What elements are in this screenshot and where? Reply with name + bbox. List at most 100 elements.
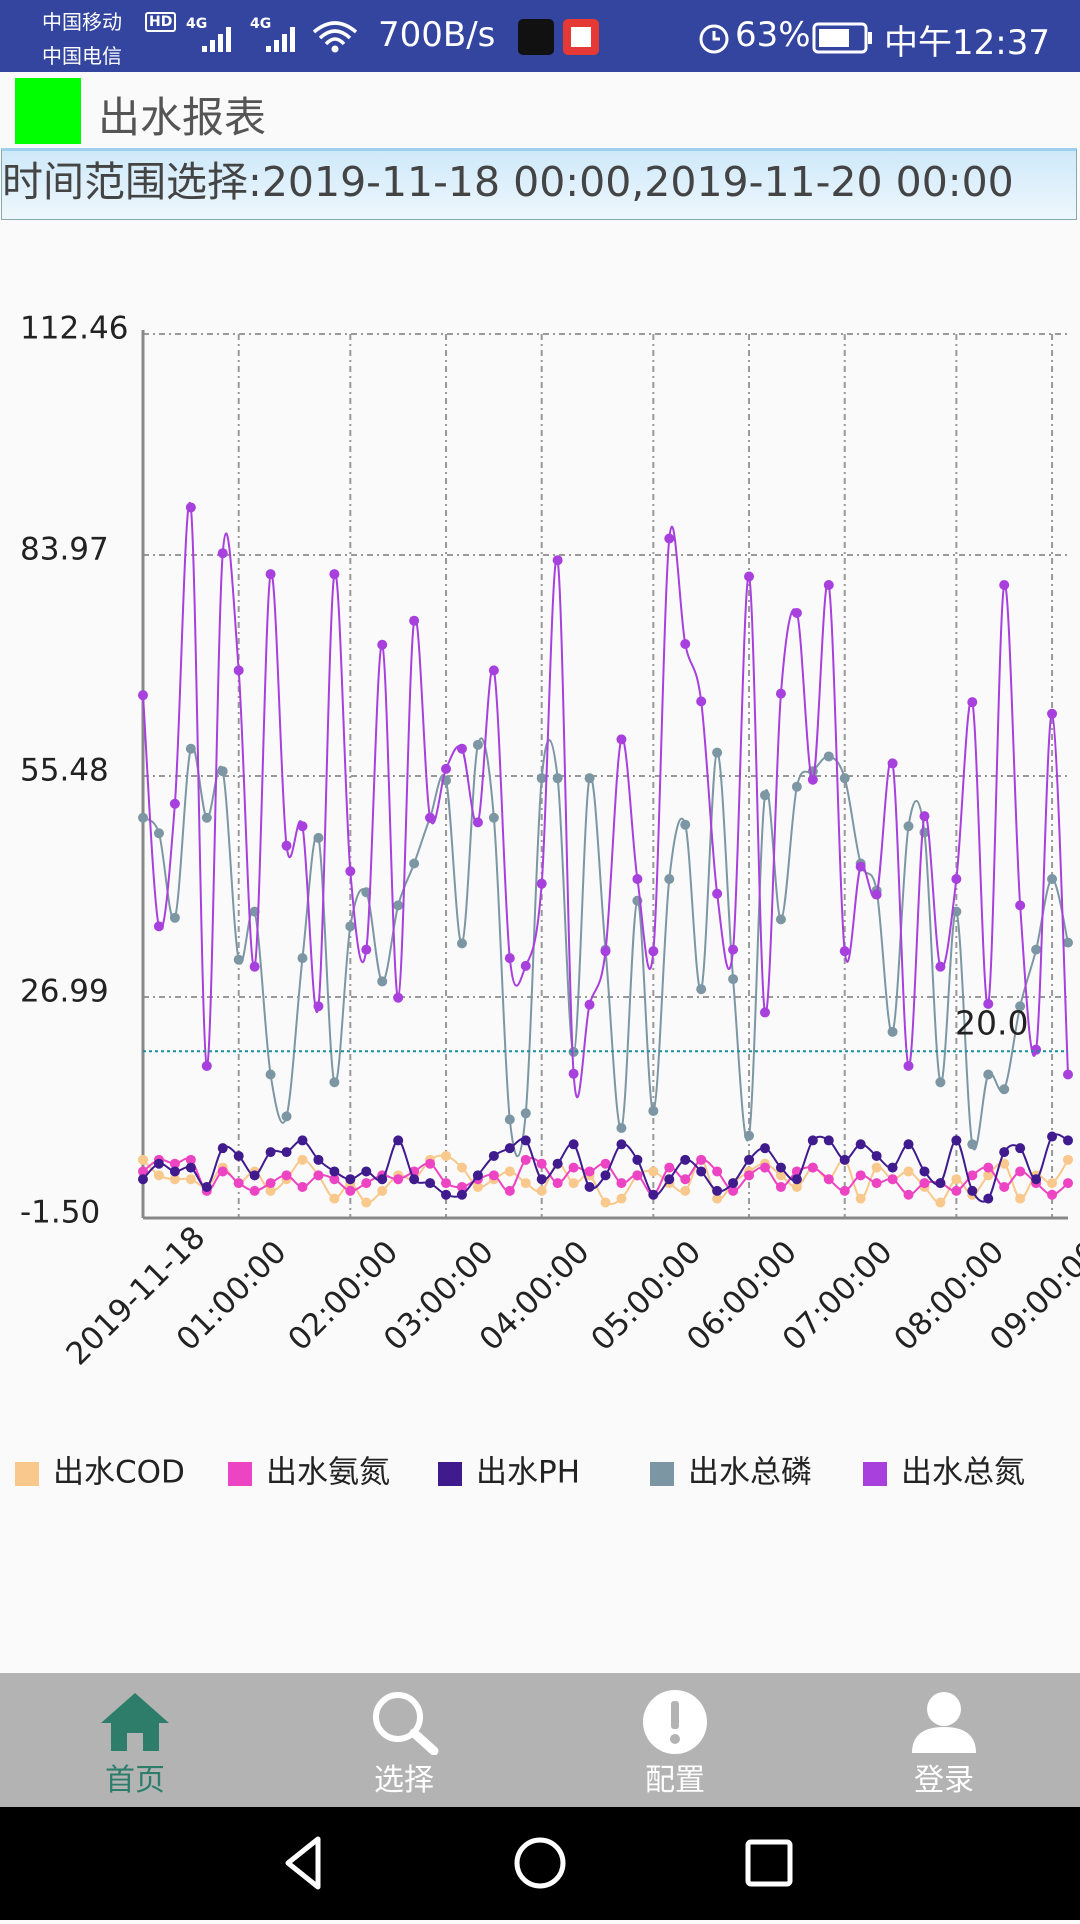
data-point: [441, 1150, 452, 1161]
data-point: [839, 1154, 850, 1165]
legend-swatch: [650, 1462, 674, 1486]
time-range-button[interactable]: 时间范围选择:2019-11-18 00:00,2019-11-20 00:00: [1, 148, 1077, 220]
data-point: [871, 1150, 882, 1161]
data-point: [281, 1170, 292, 1181]
data-point: [536, 773, 547, 784]
data-point: [903, 1060, 914, 1071]
data-point: [759, 1143, 770, 1154]
data-point: [999, 1158, 1010, 1169]
data-point: [345, 866, 356, 877]
data-point: [456, 743, 467, 754]
data-point: [807, 1162, 818, 1173]
y-tick-label: 112.46: [20, 311, 128, 347]
data-point: [919, 811, 930, 822]
legend-label: 出水COD: [53, 1455, 185, 1491]
data-point: [791, 1181, 802, 1192]
data-point: [600, 1158, 611, 1169]
data-point: [313, 1154, 324, 1165]
data-point: [584, 999, 595, 1010]
battery-icon: [812, 22, 872, 54]
alert-icon: [643, 1690, 707, 1754]
network: 4G: [186, 16, 208, 32]
data-point: [1015, 1193, 1026, 1204]
data-point: [345, 1185, 356, 1196]
data-point: [839, 946, 850, 957]
search-icon: [373, 1692, 439, 1755]
data-point: [983, 998, 994, 1009]
data-point: [1063, 937, 1073, 948]
data-point: [329, 1077, 340, 1088]
data-point: [138, 1174, 148, 1185]
data-point: [456, 1162, 467, 1173]
data-point: [744, 1154, 755, 1165]
data-point: [632, 1154, 643, 1165]
data-point: [1047, 1131, 1058, 1142]
data-point: [648, 1105, 659, 1116]
data-point: [297, 821, 308, 832]
data-point: [297, 1181, 308, 1192]
nav-select[interactable]: 选择: [304, 1673, 504, 1807]
data-point: [600, 1170, 611, 1181]
data-point: [520, 1154, 531, 1165]
data-point: [775, 1170, 786, 1181]
data-point: [648, 946, 659, 957]
data-point: [456, 1189, 467, 1200]
data-point: [488, 1170, 499, 1181]
home-button[interactable]: [514, 1837, 566, 1889]
data-point: [775, 1162, 786, 1173]
battery-percent: 63%: [735, 15, 811, 55]
signal-icon: [202, 27, 231, 52]
data-point: [935, 1197, 946, 1208]
data-point: [472, 1170, 483, 1181]
data-point: [409, 858, 420, 869]
data-point: [728, 944, 739, 955]
recents-button[interactable]: [745, 1839, 793, 1887]
app-icon: [563, 19, 599, 55]
data-point: [1047, 874, 1058, 885]
data-point: [839, 1185, 850, 1196]
data-point: [504, 1114, 515, 1125]
data-point: [1063, 1069, 1073, 1080]
nav-login[interactable]: 登录: [844, 1673, 1044, 1807]
data-point: [297, 1154, 308, 1165]
clock: 中午12:37: [884, 23, 1050, 63]
data-point: [233, 1178, 244, 1189]
data-point: [807, 1135, 818, 1146]
data-point: [887, 1026, 898, 1037]
data-point: [823, 1174, 834, 1185]
network: 4G: [250, 16, 272, 32]
nav-home[interactable]: 首页: [35, 1673, 235, 1807]
data-point: [632, 1170, 643, 1181]
data-point: [233, 665, 244, 676]
data-point: [568, 1046, 579, 1057]
data-point: [951, 874, 962, 885]
data-point: [1047, 708, 1058, 719]
legend-swatch: [438, 1462, 462, 1486]
nav-config[interactable]: 配置: [575, 1673, 775, 1807]
data-point: [616, 1193, 627, 1204]
data-point: [744, 571, 755, 582]
data-point: [377, 1185, 388, 1196]
nav-label: 登录: [914, 1763, 974, 1798]
data-point: [345, 921, 356, 932]
data-point: [680, 1154, 691, 1165]
data-point: [616, 1178, 627, 1189]
data-point: [249, 1185, 260, 1196]
data-point: [504, 1166, 515, 1177]
data-point: [951, 1174, 962, 1185]
data-point: [839, 773, 850, 784]
data-point: [712, 888, 723, 899]
data-point: [680, 819, 691, 830]
user-icon: [912, 1692, 976, 1753]
data-point: [552, 1158, 563, 1169]
data-point: [712, 1185, 723, 1196]
data-point: [409, 1174, 420, 1185]
data-point: [1031, 1044, 1042, 1055]
data-point: [823, 751, 834, 762]
data-point: [153, 1158, 164, 1169]
back-button[interactable]: [285, 1836, 321, 1890]
status-bar: 中国移动 中国电信 HD 4G 4G 700B/s 63% 中午12:37: [0, 0, 1080, 72]
data-point: [1015, 1166, 1026, 1177]
data-point: [696, 984, 707, 995]
